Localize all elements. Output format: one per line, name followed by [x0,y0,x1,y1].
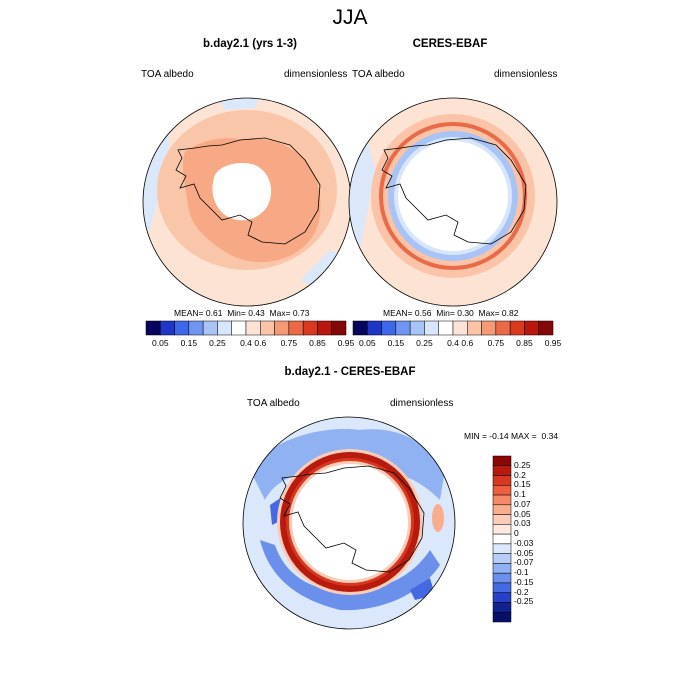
obs-colorbar-box [538,320,554,336]
diff-colorbar-tick-label: -0.03 [514,537,534,548]
diff-colorbar-labels: 0.25 0.2 0.15 0.1 0.07 0.05 0.03 0 -0.03 -0.05 -0.… [514,456,554,622]
diff-colorbar [492,455,512,623]
obs-stats: MEAN= 0.56 Min= 0.30 Max= 0.82 [383,308,518,318]
diff-colorbar-box [492,563,512,574]
model-mean-label: MEAN= [174,308,204,318]
obs-colorbar-tick-label: 0.05 [359,338,376,348]
diff-colorbar-box [492,553,512,564]
diff-colorbar-tick-label: -0.15 [514,576,534,587]
model-units-label: dimensionless [284,69,348,80]
diff-colorbar-box [492,455,512,467]
diff-colorbar-box [492,504,512,515]
diff-colorbar-tick-label: 0 [514,528,519,539]
diff-colorbar-box [492,543,512,554]
diff-colorbar-box [492,572,512,584]
diff-colorbar-box [492,602,512,613]
diff-min-label: MIN = [464,431,487,441]
diff-colorbar-box [492,514,512,525]
diff-colorbar-box [492,494,512,506]
diff-colorbar-tick-label: -0.07 [514,557,534,568]
model-colorbar-tick-label: 0.6 [254,338,267,348]
diff-variable-label: TOA albedo [247,398,300,409]
model-colorbar [145,320,347,336]
model-colorbar-tick-label: 0.05 [152,338,169,348]
diff-colorbar-tick-label: 0.05 [514,508,531,519]
diff-colorbar-box [492,485,512,496]
diff-colorbar-tick-label: 0.1 [514,489,526,500]
diff-colorbar-box [492,592,512,603]
diff-colorbar-box [492,611,512,623]
page-title: JJA [332,6,368,29]
obs-max-label: Max= [478,308,500,318]
obs-min-label: Min= [436,308,455,318]
model-colorbar-tick-label: 0.15 [180,338,198,348]
diff-min-value: -0.14 [489,431,509,441]
obs-colorbar-tick-label: 0.25 [416,338,433,348]
diff-colorbar-tick-label: 0.2 [514,469,526,480]
diff-colorbar-tick-label: -0.2 [514,586,529,597]
obs-mean-label: MEAN= [383,308,413,318]
model-min-value: 0.43 [248,308,265,318]
diff-colorbar-box [492,465,512,476]
model-stats: MEAN= 0.61 Min= 0.43 Max= 0.73 [174,308,309,318]
diff-colorbar-tick-label: -0.25 [514,596,534,607]
model-min-label: Min= [227,308,246,318]
diff-colorbar-box [492,582,512,593]
model-panel-title: b.day2.1 (yrs 1-3) [203,38,297,50]
diff-colorbar-tick-label: 0.15 [514,479,531,490]
diff-colorbar-box [492,524,512,535]
model-colorbar-tick-label: 0.4 [240,338,252,348]
model-colorbar-tick-label: 0.85 [309,338,326,348]
model-colorbar-box [331,320,347,336]
obs-colorbar-tick-label: 0.95 [544,338,562,348]
obs-colorbar-tick-label: 0.4 [447,338,459,348]
obs-mean-value: 0.56 [414,308,432,318]
diff-units-label: dimensionless [390,398,454,409]
diff-colorbar-tick-label: 0.03 [514,518,531,529]
model-variable-label: TOA albedo [141,69,194,80]
obs-colorbar-tick-label: 0.75 [487,338,505,348]
obs-min-value: 0.30 [457,308,474,318]
obs-colorbar-tick-label: 0.6 [461,338,474,348]
model-colorbar-tick-label: 0.95 [337,338,355,348]
obs-colorbar-tick-label: 0.15 [387,338,405,348]
diff-colorbar-tick-label: 0.25 [514,459,531,470]
model-max-value: 0.73 [292,308,310,318]
model-colorbar-labels: 0.05 0.15 0.25 0.4 0.6 0.75 0.85 0.95 [146,338,354,350]
obs-colorbar-labels: 0.05 0.15 0.25 0.4 0.6 0.75 0.85 0.95 [353,338,561,350]
diff-colorbar-tick-label: -0.1 [514,567,529,578]
obs-colorbar [352,320,554,336]
obs-max-value: 0.82 [501,308,519,318]
model-colorbar-tick-label: 0.25 [209,338,226,348]
diff-panel-title: b.day2.1 - CERES-EBAF [284,366,416,378]
obs-panel-title: CERES-EBAF [412,38,488,50]
diff-colorbar-box [492,475,512,486]
diff-max-label: MAX = [511,431,537,441]
obs-variable-label: TOA albedo [352,69,405,80]
model-max-label: Max= [269,308,291,318]
model-colorbar-tick-label: 0.75 [280,338,298,348]
diff-colorbar-tick-label: 0.07 [514,498,531,509]
obs-colorbar-tick-label: 0.85 [516,338,533,348]
diff-max-value: 0.34 [541,431,559,441]
diff-minmax: MIN = -0.14 MAX = 0.34 [464,431,558,441]
diff-colorbar-box [492,533,512,545]
model-mean-value: 0.61 [205,308,223,318]
diff-colorbar-tick-label: -0.05 [514,547,534,558]
obs-units-label: dimensionless [494,69,558,80]
